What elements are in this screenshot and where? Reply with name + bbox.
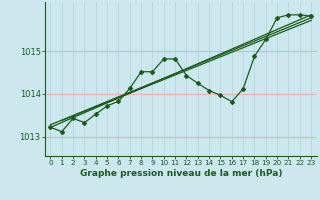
X-axis label: Graphe pression niveau de la mer (hPa): Graphe pression niveau de la mer (hPa)	[80, 169, 282, 178]
